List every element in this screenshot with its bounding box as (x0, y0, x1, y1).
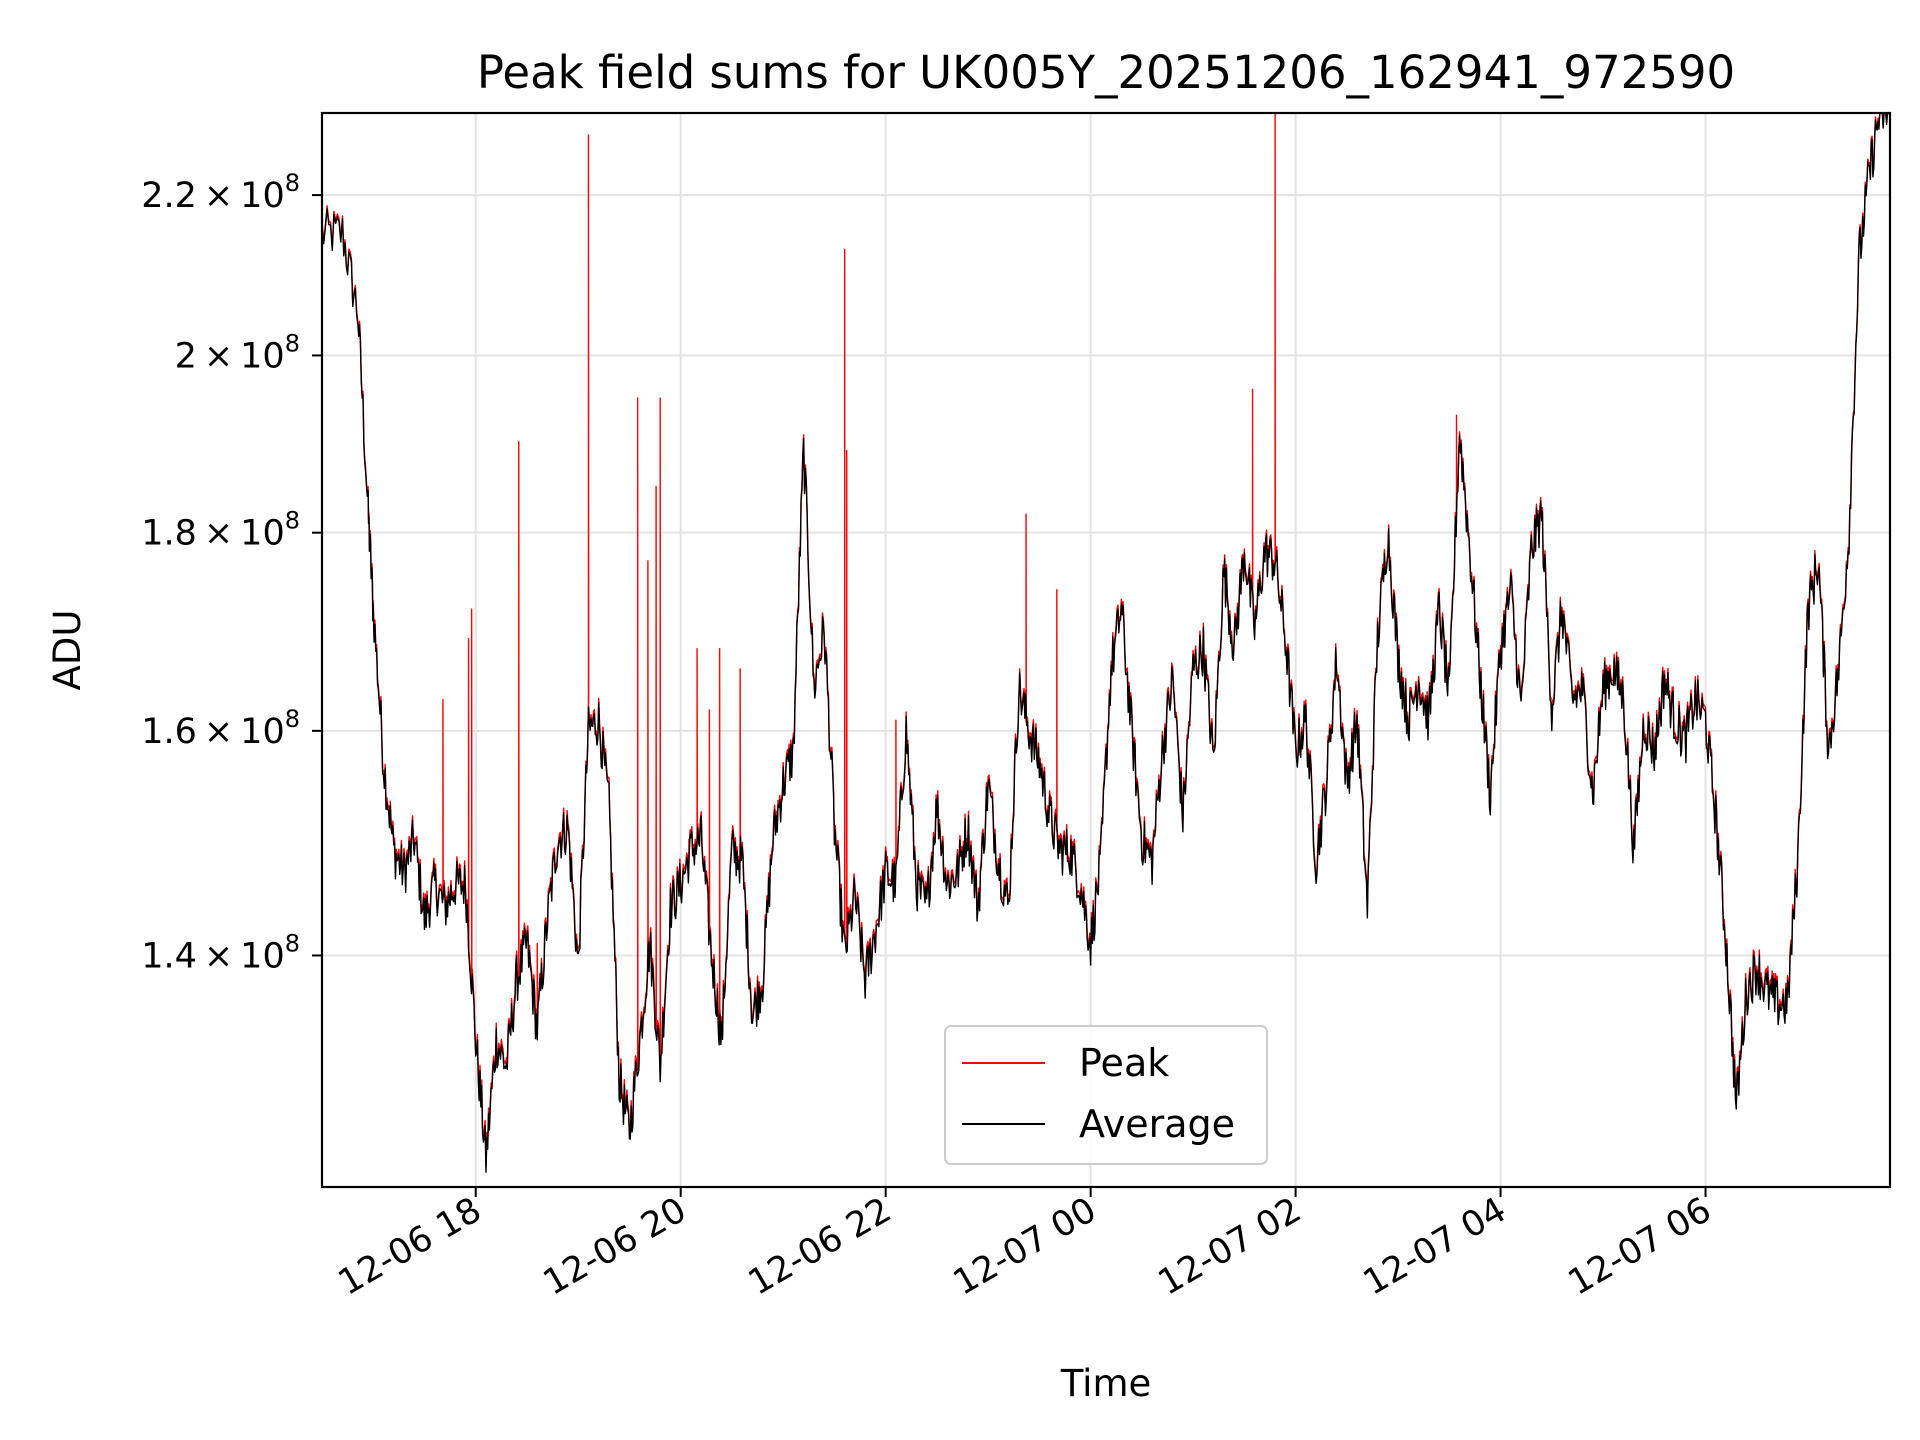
y-tick-label: 1.8 × 108 (141, 507, 300, 554)
series-line-average (321, 112, 1890, 1173)
y-tick-label: 1.6 × 108 (141, 705, 300, 752)
y-tick-label: 1.4 × 108 (141, 929, 300, 976)
x-axis-title: Time (1060, 1362, 1152, 1405)
legend: Peak Average (944, 1025, 1268, 1165)
legend-peak-label: Peak (1079, 1041, 1169, 1085)
plot-frame (320, 111, 1892, 1189)
chart-title: Peak field sums for UK005Y_20251206_1629… (477, 46, 1735, 99)
legend-average-label: Average (1079, 1102, 1235, 1146)
y-tick-label: 2.2 × 108 (141, 169, 300, 216)
y-tick-label: 2 × 108 (175, 329, 300, 376)
y-axis-title: ADU (46, 610, 89, 691)
series-lines (321, 112, 1890, 1173)
grid-lines (322, 113, 1890, 1187)
legend-box (944, 1025, 1268, 1165)
